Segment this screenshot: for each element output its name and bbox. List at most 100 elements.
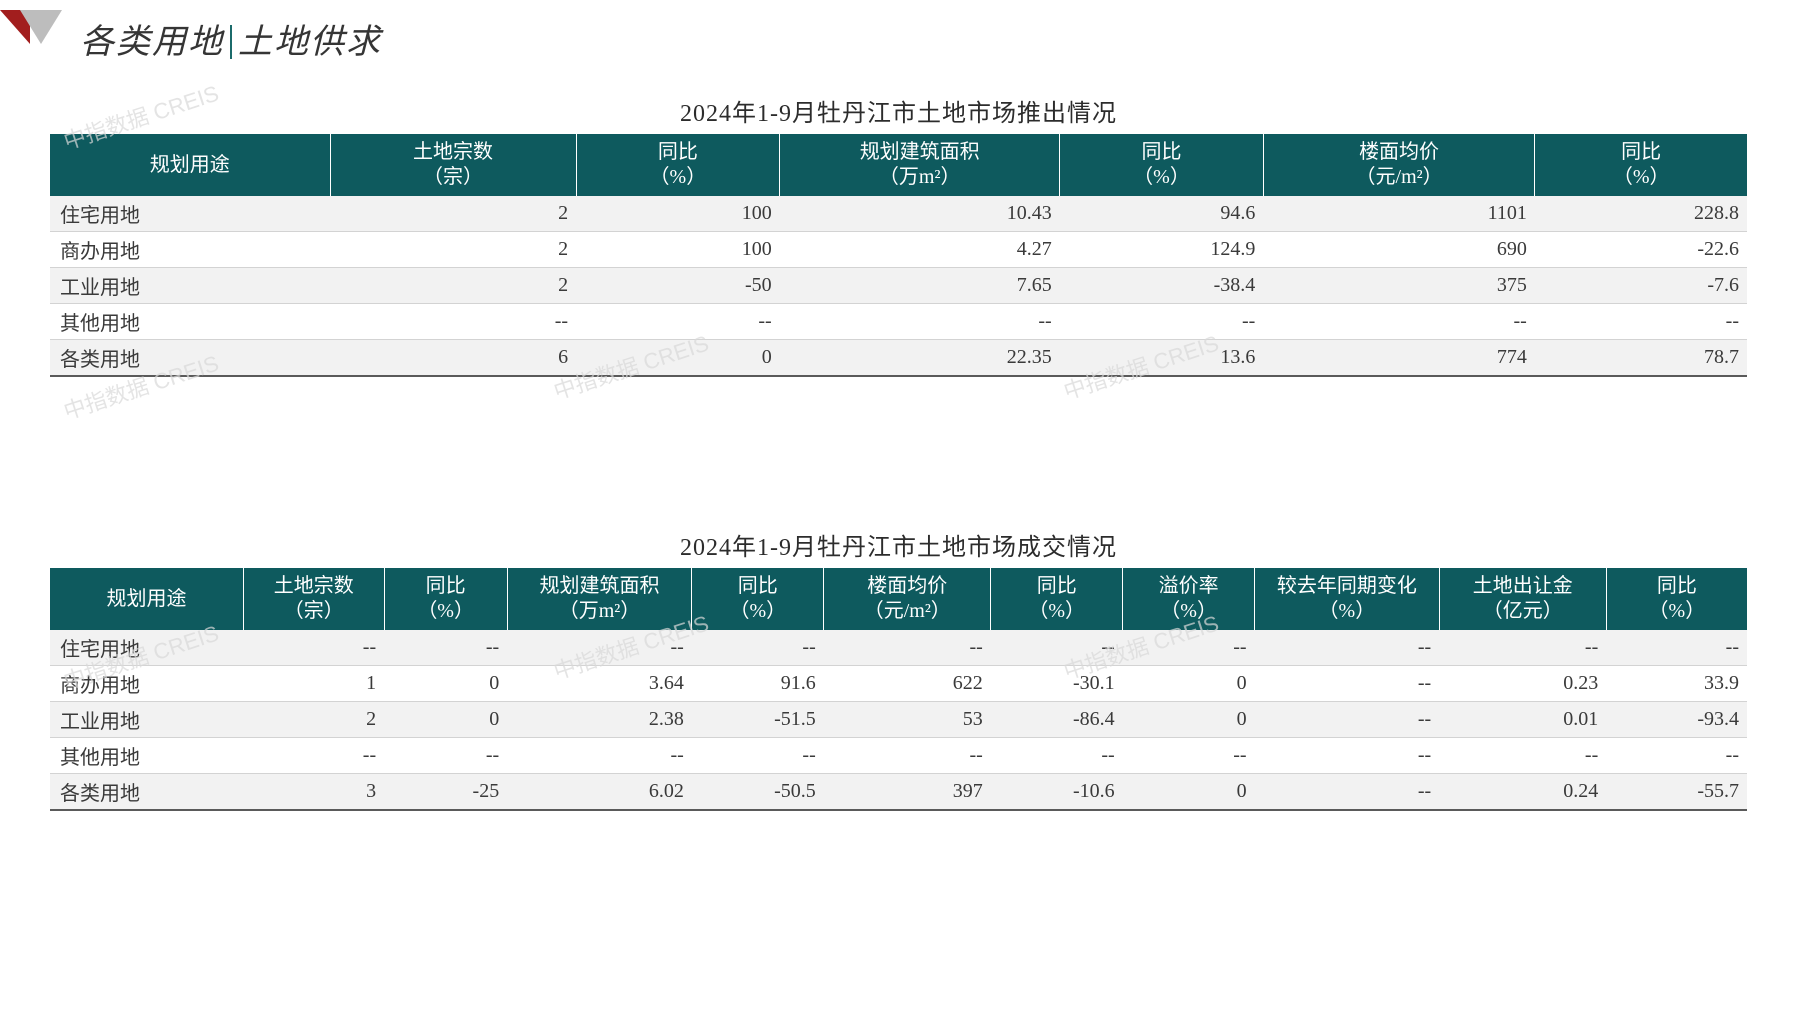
table2-cell: -- <box>991 630 1123 666</box>
table2-cell: -30.1 <box>991 666 1123 702</box>
table2-cell: -- <box>1606 738 1747 774</box>
table1-cell: 690 <box>1263 232 1535 268</box>
table1-cell: 228.8 <box>1535 196 1747 232</box>
table1-cell: -- <box>576 304 780 340</box>
table1-cell: -- <box>1060 304 1264 340</box>
table1-header-l2: （元/m²） <box>1268 165 1531 190</box>
table1-header-l1: 楼面均价 <box>1268 140 1531 165</box>
table2-header-row: 规划用途土地宗数（宗）同比（%）规划建筑面积（万m²）同比（%）楼面均价（元/m… <box>50 568 1747 630</box>
table1-cell: 2 <box>330 196 576 232</box>
table2-row-label: 商办用地 <box>50 666 243 702</box>
table2-header-l1: 规划建筑面积 <box>512 574 688 599</box>
table1-row: 其他用地------------ <box>50 304 1747 340</box>
table1-header-l1: 土地宗数 <box>335 140 572 165</box>
table1-row-label: 各类用地 <box>50 340 330 377</box>
table1-cell: 13.6 <box>1060 340 1264 377</box>
table2-row-label: 其他用地 <box>50 738 243 774</box>
table2-cell: -- <box>692 738 824 774</box>
table2-cell: -- <box>1255 702 1440 738</box>
table1-cell: 78.7 <box>1535 340 1747 377</box>
table2-cell: 3.64 <box>507 666 692 702</box>
table2-row: 住宅用地-------------------- <box>50 630 1747 666</box>
table2-cell: -- <box>384 630 507 666</box>
table2-header-l2: （%） <box>1611 599 1743 624</box>
table2-cell: -93.4 <box>1606 702 1747 738</box>
table2-header-l1: 土地宗数 <box>248 574 380 599</box>
table2-cell: -55.7 <box>1606 774 1747 811</box>
table1-cell: -- <box>330 304 576 340</box>
table1-cell: -38.4 <box>1060 268 1264 304</box>
table1-cell: 2 <box>330 232 576 268</box>
table1-header-l2: （万m²） <box>784 165 1055 190</box>
table1-cell: 22.35 <box>780 340 1060 377</box>
table1-cell: 100 <box>576 232 780 268</box>
table2-header-l2: （亿元） <box>1444 599 1602 624</box>
page-title: 各类用地土地供求 <box>80 14 1797 63</box>
table2-cell: 1 <box>243 666 384 702</box>
logo-icon <box>0 10 64 44</box>
table1-header-l1: 规划建筑面积 <box>784 140 1055 165</box>
table2-cell: -- <box>507 630 692 666</box>
table2-header-cell: 同比（%） <box>384 568 507 630</box>
table2-title: 2024年1-9月牡丹江市土地市场成交情况 <box>50 527 1747 562</box>
table2: 规划用途土地宗数（宗）同比（%）规划建筑面积（万m²）同比（%）楼面均价（元/m… <box>50 568 1747 811</box>
table1-cell: 4.27 <box>780 232 1060 268</box>
table2-cell: 0.01 <box>1439 702 1606 738</box>
table2-header-l1: 规划用途 <box>54 587 239 612</box>
table2-header-l1: 较去年同期变化 <box>1259 574 1435 599</box>
table2-cell: -- <box>824 630 991 666</box>
table2-header-l2: （元/m²） <box>828 599 986 624</box>
table2-cell: -10.6 <box>991 774 1123 811</box>
table1-header-l2: （%） <box>1539 165 1743 190</box>
table1-header-l2: （%） <box>1064 165 1259 190</box>
table2-header-l2: （宗） <box>248 599 380 624</box>
title-left: 各类用地 <box>80 24 224 61</box>
table2-cell: -- <box>824 738 991 774</box>
table2-cell: 0.24 <box>1439 774 1606 811</box>
table2-cell: 33.9 <box>1606 666 1747 702</box>
table2-header-cell: 楼面均价（元/m²） <box>824 568 991 630</box>
table2-row-label: 工业用地 <box>50 702 243 738</box>
table2-header-l1: 同比 <box>995 574 1118 599</box>
table2-cell: -- <box>1255 738 1440 774</box>
table2-header-l1: 同比 <box>696 574 819 599</box>
table2-cell: 2.38 <box>507 702 692 738</box>
table2-cell: -- <box>1123 738 1255 774</box>
table2-cell: -- <box>1255 666 1440 702</box>
table1-header-cell: 土地宗数（宗） <box>330 134 576 196</box>
table1-cell: -22.6 <box>1535 232 1747 268</box>
table2-cell: -- <box>507 738 692 774</box>
table1-header-cell: 同比（%） <box>1060 134 1264 196</box>
table1-header-l1: 同比 <box>1064 140 1259 165</box>
table2-header-l2: （%） <box>696 599 819 624</box>
table1-cell: 7.65 <box>780 268 1060 304</box>
title-separator <box>230 25 232 59</box>
table2-cell: -- <box>1255 774 1440 811</box>
table2-cell: -- <box>1255 630 1440 666</box>
table1-header-cell: 同比（%） <box>576 134 780 196</box>
table1-row: 住宅用地210010.4394.61101228.8 <box>50 196 1747 232</box>
table2-header-l2: （%） <box>389 599 503 624</box>
table2-header-cell: 同比（%） <box>692 568 824 630</box>
table2-cell: -51.5 <box>692 702 824 738</box>
table1-cell: 0 <box>576 340 780 377</box>
table2-header-cell: 规划用途 <box>50 568 243 630</box>
table2-header-l1: 土地出让金 <box>1444 574 1602 599</box>
content-area: 2024年1-9月牡丹江市土地市场推出情况 规划用途土地宗数（宗）同比（%）规划… <box>0 73 1797 811</box>
page-header: 各类用地土地供求 <box>0 0 1797 73</box>
table1-header-cell: 规划建筑面积（万m²） <box>780 134 1060 196</box>
table2-header-l1: 同比 <box>389 574 503 599</box>
table2-cell: -- <box>243 738 384 774</box>
table1-header-l2: （宗） <box>335 165 572 190</box>
table2-cell: -25 <box>384 774 507 811</box>
table2-header-cell: 土地宗数（宗） <box>243 568 384 630</box>
table2-cell: -- <box>1606 630 1747 666</box>
table2-cell: 0.23 <box>1439 666 1606 702</box>
table2-header-l2: （%） <box>1259 599 1435 624</box>
table2-cell: -- <box>243 630 384 666</box>
table1-header-cell: 同比（%） <box>1535 134 1747 196</box>
table2-row: 工业用地202.38-51.553-86.40--0.01-93.4 <box>50 702 1747 738</box>
table1-header-l1: 同比 <box>1539 140 1743 165</box>
table1-row: 商办用地21004.27124.9690-22.6 <box>50 232 1747 268</box>
table2-cell: -- <box>1439 630 1606 666</box>
